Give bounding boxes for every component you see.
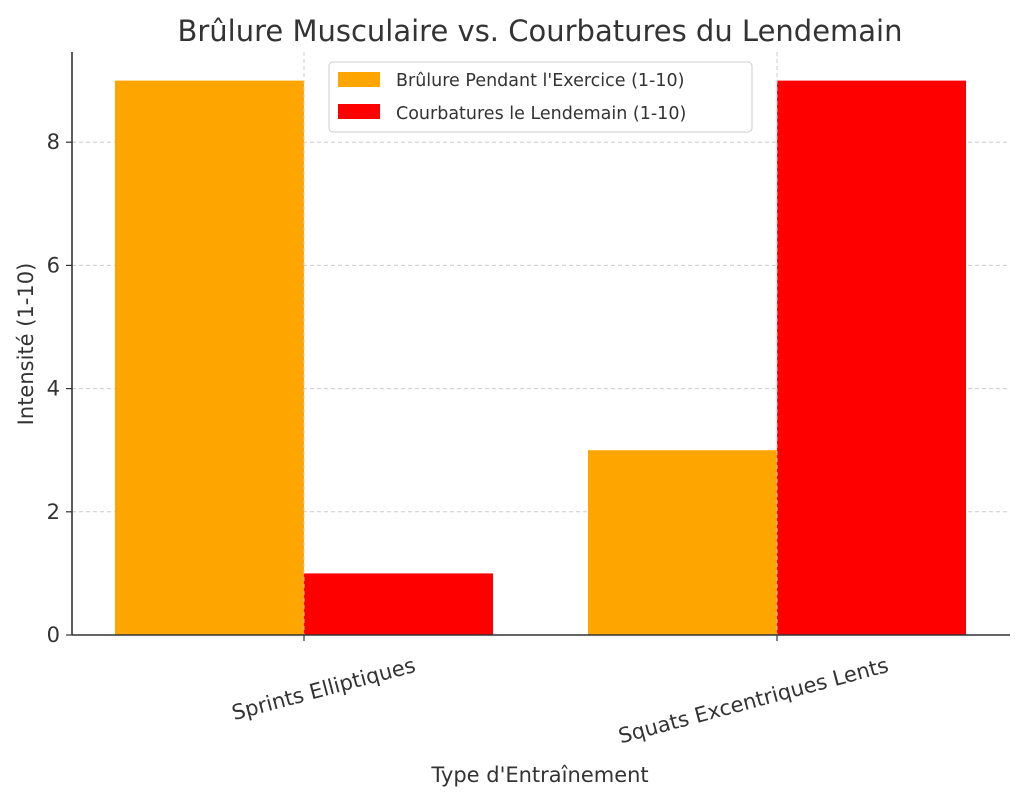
axes: [71, 52, 1010, 636]
bar-burn-1: [588, 450, 777, 635]
y-tick-label: 8: [47, 130, 60, 154]
y-ticks: 0 2 4 6 8: [47, 130, 72, 647]
y-tick-label: 4: [47, 377, 60, 401]
x-tick-label: Squats Excentriques Lents: [616, 653, 891, 748]
legend-label-soreness: Courbatures le Lendemain (1-10): [396, 104, 686, 124]
legend-swatch-orange: [338, 72, 380, 87]
bar-soreness-1: [777, 80, 966, 636]
bar-burn-0: [115, 80, 304, 636]
y-tick-label: 2: [47, 500, 60, 524]
y-axis-label: Intensité (1-10): [14, 263, 38, 426]
legend-swatch-red: [338, 104, 380, 119]
bars: [115, 52, 966, 636]
legend-label-burn: Brûlure Pendant l'Exercice (1-10): [396, 71, 684, 91]
y-tick-label: 6: [47, 253, 60, 277]
y-tick-label: 0: [47, 623, 60, 647]
x-axis-label: Type d'Entraînement: [430, 763, 648, 787]
chart-title: Brûlure Musculaire vs. Courbatures du Le…: [177, 14, 902, 48]
legend: Brûlure Pendant l'Exercice (1-10) Courba…: [328, 61, 753, 133]
x-tick-label: Sprints Elliptiques: [229, 653, 418, 725]
x-ticks: Sprints Elliptiques Squats Excentriques L…: [229, 635, 891, 748]
legend-box: [328, 61, 753, 133]
bar-soreness-0: [304, 573, 493, 635]
